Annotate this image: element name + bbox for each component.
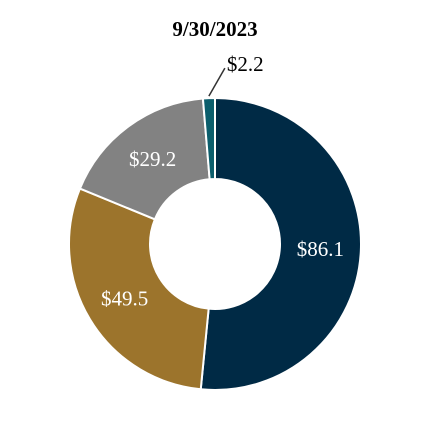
donut-slice-1 — [68, 187, 210, 391]
donut-slices — [68, 96, 362, 391]
slice-label-0: $86.1 — [297, 237, 344, 261]
donut-slice-0 — [199, 96, 362, 391]
slice-label-2: $29.2 — [129, 147, 176, 171]
slice-label-1: $49.5 — [101, 286, 148, 310]
donut-slice-2 — [78, 97, 211, 221]
donut-labels: $86.1 $49.5 $29.2 $2.2 — [101, 52, 344, 310]
slice-label-3: $2.2 — [227, 52, 264, 76]
slice-callout-line-3 — [208, 67, 226, 97]
chart-title: 9/30/2023 — [172, 17, 257, 41]
donut-slice-3 — [201, 96, 216, 181]
